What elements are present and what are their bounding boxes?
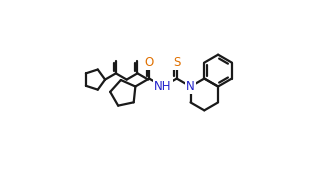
Text: S: S xyxy=(173,56,180,69)
Text: O: O xyxy=(145,56,154,69)
Text: N: N xyxy=(186,80,195,93)
Text: NH: NH xyxy=(154,80,172,93)
